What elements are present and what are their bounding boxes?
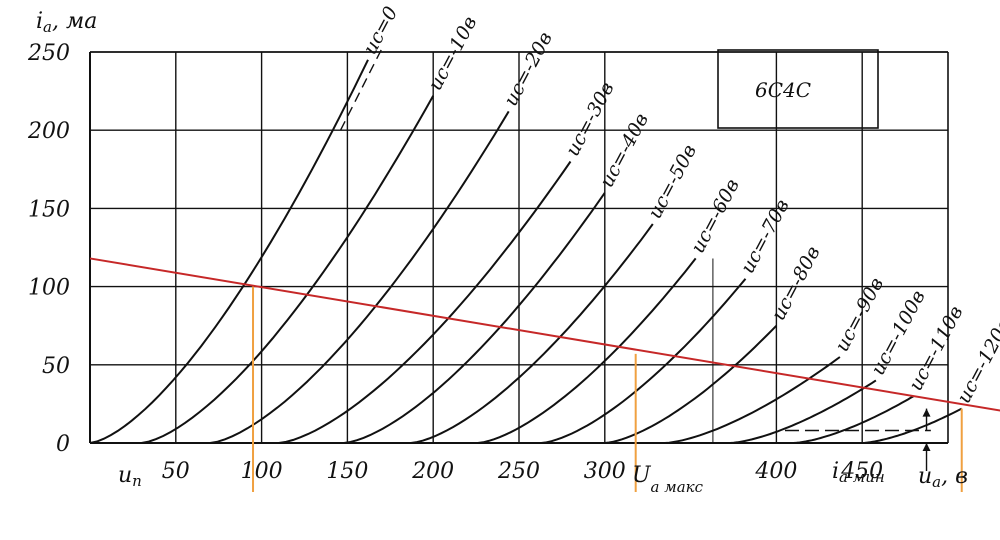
curve-uc=-10в: [141, 95, 435, 444]
x-axis-label: ua, в: [918, 464, 968, 491]
title-box: [717, 49, 879, 129]
load-line: [89, 257, 1000, 412]
curve-uc=-50в: [410, 223, 654, 444]
curve-uc=-70в: [541, 278, 747, 444]
x-tick-label: 450: [840, 459, 883, 484]
x-tick-label: 250: [497, 459, 540, 484]
curve-uc=-40в: [343, 192, 606, 444]
x-tick-label: 400: [754, 459, 797, 484]
curve-label: uc=-60в: [687, 175, 744, 256]
x-tick-label: 100: [241, 459, 283, 484]
curve-uc=-30в: [278, 160, 572, 444]
curve-uc=-20в: [209, 110, 510, 444]
y-tick-label: 100: [28, 276, 70, 301]
grid: [90, 51, 948, 443]
x-tick-label: 150: [326, 459, 368, 484]
overlays: [89, 257, 1000, 492]
curve-uc=-110в: [793, 395, 915, 444]
u-a-max-label: Uа макс: [632, 463, 704, 496]
arrow-head: [922, 408, 931, 417]
plate-curves: uc=0 uc=-10в uc=-20вuc=-30вuc=-40вuc=-50вu…: [89, 3, 1000, 444]
y-tick-label: 50: [42, 354, 70, 379]
x-tick-label: 200: [411, 459, 454, 484]
y-axis-label: ia, ма: [36, 9, 97, 36]
curve-uc=-80в: [604, 325, 778, 444]
curve-label: uc=-120в: [953, 315, 1000, 407]
y-tick-label: 250: [27, 41, 70, 66]
x-origin-label: uп: [118, 463, 142, 490]
curve-uc=-90в: [664, 356, 841, 444]
curve-uc=0: [89, 59, 369, 444]
arrow-head: [922, 443, 931, 451]
curve-uc=-120в: [862, 407, 963, 444]
y-tick-label: 0: [56, 432, 70, 457]
chart-title: 6С4С: [755, 78, 811, 102]
y-tick-label: 200: [27, 119, 70, 144]
x-tick-label: 50: [162, 459, 190, 484]
x-tick-label: 300: [584, 459, 626, 484]
i-a-min-label: iа мин: [832, 459, 885, 486]
curve-label: uc=-30в: [561, 78, 618, 159]
tick-labels: 0 50 100 150 200 250 50 100 150 200 250 300 400 450: [27, 41, 883, 484]
curve-label: uc=-50в: [644, 141, 701, 222]
frame: [89, 51, 949, 444]
curve-label: uc=-20в: [500, 28, 557, 109]
curve-uc=-60в: [477, 257, 697, 444]
y-tick-label: 150: [28, 197, 70, 222]
curve-uc=-100в: [730, 379, 877, 444]
